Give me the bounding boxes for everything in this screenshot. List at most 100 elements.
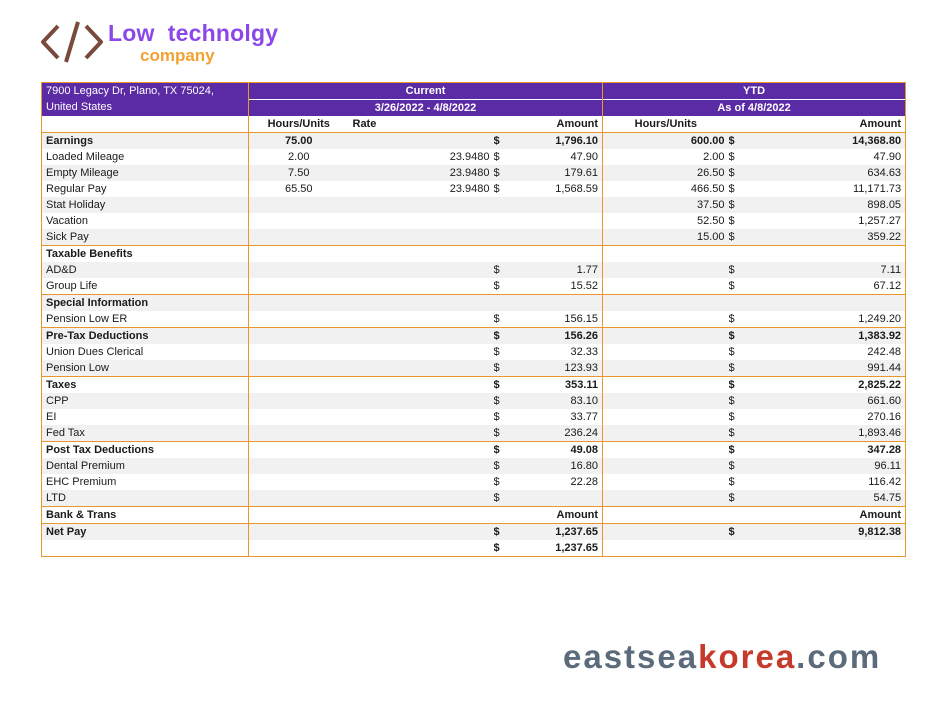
table-row: Pre-Tax Deductions $156.26 $1,383.92 — [41, 327, 907, 344]
row-current-amount: 15.52 — [521, 278, 604, 295]
logo-name: Low technolgy — [108, 20, 279, 46]
table-row: Bank & Trans Amount Amount — [41, 506, 907, 524]
row-ytd-amount: 1,249.20 — [756, 311, 907, 328]
row-label: Sick Pay — [41, 229, 249, 246]
row-rate — [348, 229, 494, 246]
row-current-amount: 236.24 — [521, 425, 604, 442]
row-label: Taxable Benefits — [41, 245, 249, 262]
row-hours — [248, 229, 349, 246]
row-ytd-amount: 96.11 — [756, 458, 907, 474]
row-current-currency: $ — [493, 476, 500, 488]
row-ytd-amount: 54.75 — [756, 490, 907, 507]
row-hours — [248, 294, 349, 311]
row-current-currency — [493, 245, 522, 262]
row-rate — [348, 458, 494, 474]
row-ytd-currency: $ — [728, 151, 735, 163]
row-label: Bank & Trans — [41, 506, 249, 524]
row-ytd-hours: 2.00 — [703, 151, 725, 163]
row-current-amount: 353.11 — [521, 376, 604, 393]
table-row: Taxable Benefits — [41, 245, 907, 262]
table-row: CPP $83.10 $661.60 — [41, 393, 907, 409]
row-current-currency: $ — [493, 360, 522, 377]
row-rate — [349, 213, 494, 229]
watermark-part-1: eastsea — [563, 638, 699, 675]
row-ytd-hours — [602, 490, 729, 507]
row-label: Pre-Tax Deductions — [41, 327, 249, 344]
row-label: Special Information — [41, 294, 249, 311]
row-current-amount: 1,568.59 — [521, 181, 604, 197]
row-ytd-amount: 47.90 — [756, 149, 907, 165]
table-row: Fed Tax $236.24 $1,893.46 — [41, 425, 907, 442]
row-ytd-currency: $ — [728, 313, 735, 325]
header-rate: Rate — [348, 116, 494, 133]
row-current-amount: 1,237.65 — [521, 540, 604, 557]
row-ytd-hours — [602, 376, 729, 393]
watermark-part-2: korea — [698, 638, 797, 675]
row-current-amount — [521, 197, 604, 213]
row-current-amount: 156.15 — [521, 311, 604, 328]
row-label: Pension Low — [41, 360, 249, 377]
row-rate — [349, 311, 494, 328]
row-ytd-hours — [602, 245, 729, 262]
row-label: Post Tax Deductions — [41, 441, 249, 458]
row-current-amount: 22.28 — [521, 474, 604, 490]
row-ytd-hours — [603, 409, 729, 425]
header-ytd-hours: Hours/Units — [602, 116, 729, 133]
row-hours — [248, 262, 349, 278]
row-hours — [248, 458, 349, 474]
row-ytd-hours — [602, 540, 729, 557]
table-row: Loaded Mileage 2.00 23.9480 $47.90 2.00 $47.9… — [41, 149, 907, 165]
table-row: Dental Premium $16.80 $96.11 — [41, 458, 907, 474]
row-hours — [249, 344, 349, 360]
row-current-amount: 123.93 — [521, 360, 604, 377]
table-row: Special Information — [41, 294, 907, 311]
row-ytd-hours: 600.00 — [602, 132, 729, 149]
row-current-amount: 16.80 — [521, 458, 604, 474]
table-row: Union Dues Clerical $32.33 $242.48 — [41, 344, 907, 360]
row-rate — [348, 376, 494, 393]
row-current-currency — [493, 229, 522, 246]
table-row: EHC Premium $22.28 $116.42 — [41, 474, 907, 490]
row-current-amount: 1,237.65 — [521, 523, 604, 540]
row-ytd-amount: 347.28 — [756, 441, 907, 458]
row-rate — [348, 441, 494, 458]
row-rate — [349, 278, 494, 295]
table-row: Sick Pay 15.00 $359.22 — [41, 229, 907, 246]
row-ytd-amount — [756, 540, 907, 557]
table-row: EI $33.77 $270.16 — [41, 409, 907, 425]
row-ytd-amount — [756, 294, 907, 311]
row-label: Loaded Mileage — [41, 149, 249, 165]
row-label: EI — [41, 409, 249, 425]
row-current-currency: $ — [493, 490, 522, 507]
row-label: Fed Tax — [41, 425, 249, 442]
table-row: Stat Holiday 37.50 $898.05 — [41, 197, 907, 213]
row-ytd-currency: $ — [728, 327, 757, 344]
row-ytd-hours — [602, 523, 729, 540]
ytd-title: YTD — [602, 82, 907, 100]
row-ytd-hours — [602, 262, 729, 278]
row-hours — [248, 425, 349, 442]
address-line-1: 7900 Legacy Dr, Plano, TX 75024, — [46, 85, 214, 97]
row-ytd-currency: $ — [728, 360, 757, 377]
row-hours — [248, 376, 349, 393]
row-current-currency — [494, 213, 522, 229]
row-rate — [349, 344, 494, 360]
row-ytd-amount: 1,383.92 — [756, 327, 907, 344]
row-ytd-currency: $ — [728, 183, 735, 195]
row-current-amount: 49.08 — [521, 441, 604, 458]
row-ytd-hours — [603, 278, 729, 295]
header-hours: Hours/Units — [248, 116, 349, 133]
row-ytd-amount: 270.16 — [756, 409, 907, 425]
table-row: Pension Low ER $156.15 $1,249.20 — [41, 311, 907, 328]
current-period: 3/26/2022 - 4/8/2022 — [248, 99, 604, 116]
row-rate — [348, 132, 494, 149]
row-current-currency: $ — [493, 411, 500, 423]
row-hours — [249, 278, 349, 295]
table-row: Earnings 75.00 $1,796.10 600.00 $14,368.80 — [41, 132, 907, 149]
table-row: Pension Low $123.93 $991.44 — [41, 360, 907, 377]
row-ytd-currency: $ — [728, 393, 757, 409]
row-current-currency — [493, 197, 522, 213]
row-current-currency: $ — [493, 262, 522, 278]
header-blank — [41, 116, 249, 133]
row-label: Regular Pay — [41, 181, 249, 197]
